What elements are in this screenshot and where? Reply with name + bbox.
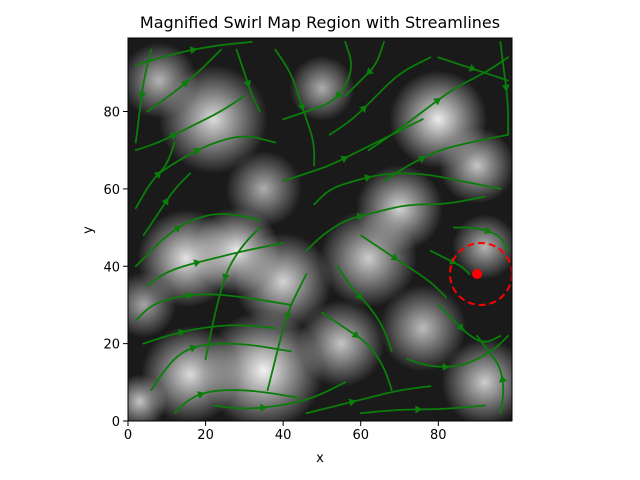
- streamlines: [134, 40, 510, 415]
- streamline-arrow: [138, 92, 146, 100]
- streamline-arrow: [192, 148, 201, 156]
- streamline-arrow: [356, 212, 365, 221]
- streamline: [367, 56, 510, 152]
- streamline: [452, 226, 510, 252]
- streamline-arrow: [417, 155, 426, 164]
- bright-region: [379, 284, 467, 372]
- streamline-arrow: [189, 344, 198, 353]
- bright-region: [128, 272, 177, 338]
- streamline-arrow: [468, 64, 477, 72]
- streamline-arrow: [186, 291, 194, 300]
- streamline: [282, 118, 424, 183]
- streamline: [429, 249, 471, 275]
- streamline-arrow: [442, 362, 450, 371]
- marker-point: [472, 268, 483, 279]
- streamline-arrow: [355, 291, 364, 300]
- bright-region: [289, 55, 355, 121]
- x-tick-label: 60: [352, 428, 369, 443]
- bright-region: [128, 374, 167, 421]
- y-tick-label: 20: [103, 338, 120, 353]
- streamline: [359, 404, 486, 415]
- bright-region: [319, 209, 418, 308]
- streamline-arrow: [189, 46, 198, 55]
- streamline-arrow: [161, 197, 169, 206]
- streamline-arrow: [222, 273, 230, 282]
- streamline-arrow: [484, 226, 493, 235]
- x-tick-label: 0: [124, 428, 132, 443]
- streamline-arrow: [297, 103, 306, 111]
- streamline-arrow: [180, 80, 189, 88]
- swirl-map-image: [128, 42, 512, 421]
- streamline-arrow: [415, 405, 423, 414]
- y-tick-label: 0: [112, 415, 120, 430]
- plot-area: [128, 38, 512, 421]
- bright-region: [234, 232, 333, 331]
- streamline-arrow: [197, 391, 206, 399]
- y-tick-label: 80: [103, 106, 120, 121]
- streamline-arrow: [153, 170, 162, 179]
- bright-region: [297, 300, 385, 388]
- streamline: [146, 48, 222, 113]
- streamline: [134, 293, 292, 322]
- streamline-arrow: [193, 259, 202, 268]
- bright-region: [441, 338, 512, 421]
- plot-frame: [127, 37, 513, 422]
- streamline: [146, 242, 285, 287]
- x-axis-ticks: 0 20 40 60 80: [124, 421, 447, 443]
- streamline-arrow: [173, 225, 182, 233]
- streamline-arrow: [243, 79, 251, 88]
- streamline: [134, 40, 254, 66]
- chart-title: Magnified Swirl Map Region with Streamli…: [140, 13, 500, 32]
- streamline: [204, 226, 261, 361]
- streamline: [142, 172, 191, 237]
- bright-region: [452, 214, 512, 280]
- streamline-arrow: [177, 328, 186, 337]
- y-axis-label: y: [81, 226, 96, 234]
- streamline: [282, 40, 352, 121]
- streamline: [499, 40, 510, 136]
- streamline-arrow: [259, 403, 268, 412]
- streamline: [235, 48, 261, 113]
- y-axis-ticks: 0 20 40 60 80: [103, 106, 128, 430]
- streamline: [134, 48, 153, 144]
- streamline-arrow: [433, 97, 442, 106]
- x-tick-label: 80: [430, 428, 447, 443]
- streamline: [344, 40, 385, 97]
- streamline-arrow: [340, 155, 349, 164]
- streamline: [437, 56, 510, 82]
- streamline: [134, 141, 176, 210]
- y-tick-label: 40: [103, 260, 120, 275]
- x-tick-label: 40: [275, 428, 292, 443]
- streamline-arrow: [169, 132, 178, 140]
- streamline-arrow: [456, 322, 465, 331]
- x-axis-label: x: [316, 451, 324, 466]
- bright-region: [225, 150, 302, 227]
- x-tick-label: 20: [197, 428, 214, 443]
- streamline-arrow: [498, 374, 507, 383]
- bright-region: [439, 127, 512, 204]
- streamline-arrow: [359, 105, 368, 113]
- y-tick-label: 60: [103, 183, 120, 198]
- streamline: [150, 342, 292, 391]
- streamline-arrow: [364, 174, 372, 183]
- streamline: [134, 213, 261, 268]
- streamline: [266, 273, 308, 391]
- streamline-arrow: [334, 90, 343, 99]
- streamline-arrow: [390, 253, 399, 261]
- streamline-arrow: [284, 311, 292, 320]
- bright-region: [128, 42, 198, 119]
- streamline-arrow: [501, 84, 510, 92]
- streamline: [274, 48, 316, 167]
- streamline-arrow: [366, 67, 374, 76]
- streamline-arrow: [348, 398, 357, 407]
- streamline-arrow: [351, 330, 360, 338]
